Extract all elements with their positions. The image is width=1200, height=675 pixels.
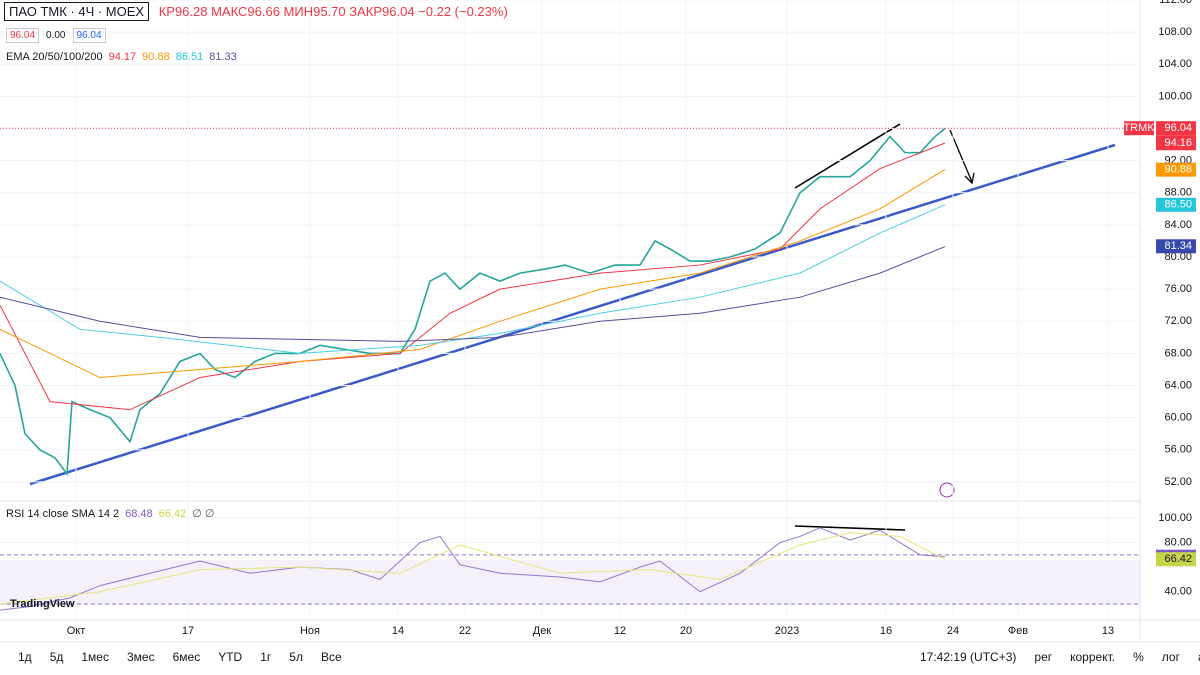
rsi-band-fill: [0, 560, 1140, 605]
ohlc: КР96.28 МАКС96.66 МИН95.70 ЗАКР96.04 −0.…: [158, 4, 508, 19]
y-tick-label: 104.00: [1158, 58, 1192, 70]
series-line: [0, 169, 946, 379]
x-tick-label: 12: [614, 625, 626, 637]
y-tick-label: 80.00: [1164, 251, 1192, 263]
ask: 96.04: [72, 28, 106, 43]
ema-legend: EMA 20/50/100/200 94.17 90.88 86.51 81.33: [6, 51, 237, 63]
x-tick-label: Фев: [1008, 625, 1028, 637]
arrow-head: [964, 172, 975, 185]
rsi-label: RSI 14 close SMA 14 2: [6, 508, 120, 520]
spread: 0.00: [46, 30, 66, 41]
price-label: 66.42: [1164, 553, 1192, 565]
price-label-bg: [1156, 552, 1196, 567]
range-button[interactable]: 5д: [49, 650, 64, 664]
x-tick-label: Окт: [67, 625, 86, 637]
y-tick-label: 112.00: [1159, 0, 1192, 6]
y-tick-label: 52.00: [1164, 476, 1192, 488]
x-tick-label: Ноя: [300, 625, 320, 637]
option-button[interactable]: лог: [1161, 650, 1180, 664]
drawing-line: [794, 123, 901, 189]
price-boxes: 96.04 0.00 96.04: [6, 28, 110, 43]
series-line: [0, 127, 946, 477]
option-button[interactable]: %: [1133, 650, 1144, 664]
header: ПАО ТМК · 4Ч · MOEX КР96.28 МАКС96.66 МИ…: [4, 2, 508, 21]
x-tick-label: 2023: [775, 625, 799, 637]
range-button[interactable]: 5л: [289, 650, 303, 664]
x-tick-label: 13: [1102, 625, 1114, 637]
y-tick-label: 100.00: [1158, 512, 1192, 524]
range-button[interactable]: 6мес: [172, 650, 201, 664]
ema-value: 94.17: [108, 51, 137, 63]
y-tick-label: 100.00: [1158, 90, 1192, 102]
range-button[interactable]: YTD: [218, 650, 243, 664]
series-line: [0, 532, 946, 605]
price-label-bg: [1156, 136, 1196, 151]
range-button[interactable]: 1г: [260, 650, 272, 664]
ema-value: 81.33: [209, 51, 237, 63]
price-label: 90.88: [1164, 164, 1192, 176]
y-tick-label: 108.00: [1158, 26, 1192, 38]
ema-label: EMA 20/50/100/200: [6, 51, 103, 63]
y-tick-label: 72.00: [1164, 315, 1192, 327]
x-tick-label: 22: [459, 625, 471, 637]
series-line: [0, 204, 946, 354]
x-tick-label: Дек: [533, 625, 552, 637]
y-tick-label: 40.00: [1164, 586, 1192, 598]
y-tick-label: 56.00: [1164, 444, 1192, 456]
y-tick-label: 64.00: [1164, 379, 1192, 391]
price-label-bg: [1156, 239, 1196, 254]
arrow: [949, 129, 973, 183]
range-button[interactable]: 3мес: [126, 650, 155, 664]
series-line: [0, 527, 946, 611]
y-tick-label: 88.00: [1164, 187, 1192, 199]
symbol-tag-bg: [1124, 121, 1154, 136]
symbol-tag: TRMK: [1123, 122, 1155, 134]
y-tick-label: 76.00: [1164, 283, 1192, 295]
y-tick-label: 68.00: [1164, 347, 1192, 359]
bid: 96.04: [6, 28, 40, 43]
range-button[interactable]: Все: [320, 650, 342, 664]
y-tick-label: 60.00: [1164, 412, 1192, 424]
rsi-value: 68.48: [125, 508, 153, 520]
trend-line: [29, 143, 1116, 486]
price-label: 96.04: [1164, 122, 1192, 134]
logo: TradingView: [10, 598, 75, 610]
x-tick-label: 24: [947, 625, 959, 637]
clock: 17:42:19 (UTC+3): [920, 650, 1017, 664]
price-label-bg: [1156, 162, 1196, 177]
price-label-bg: [1156, 197, 1196, 212]
series-line: [0, 142, 946, 411]
option-button[interactable]: рег: [1034, 650, 1053, 664]
x-tick-label: 16: [880, 625, 892, 637]
y-tick-label: 80.00: [1164, 536, 1192, 548]
price-label: 81.34: [1164, 240, 1192, 252]
alert-icon[interactable]: [939, 482, 955, 498]
symbol[interactable]: ПАО ТМК · 4Ч · MOEX: [4, 2, 150, 21]
x-tick-label: 20: [680, 625, 692, 637]
y-tick-label: 84.00: [1164, 219, 1192, 231]
rsi-value: ∅ ∅: [192, 508, 215, 520]
ema-value: 86.51: [175, 51, 204, 63]
price-label-bg: [1156, 121, 1196, 136]
series-line: [0, 246, 946, 342]
rsi-value: 66.42: [158, 508, 187, 520]
options-bar: 17:42:19 (UTC+3) рег коррект.% лог авто: [920, 650, 1200, 664]
range-bar: 1д 5д 1мес 3мес 6мес YTD 1г 5л Все: [12, 650, 354, 664]
range-button[interactable]: 1д: [18, 650, 32, 664]
x-tick-label: 14: [392, 625, 404, 637]
range-button[interactable]: 1мес: [81, 650, 109, 664]
price-label: 94.16: [1164, 137, 1192, 149]
x-tick-label: 17: [182, 625, 194, 637]
ema-value: 90.88: [142, 51, 170, 63]
drawing-line: [794, 525, 906, 531]
rsi-legend: RSI 14 close SMA 14 2 68.48 66.42 ∅ ∅: [6, 507, 214, 520]
option-button[interactable]: коррект.: [1070, 650, 1116, 664]
option-button[interactable]: авто: [1198, 650, 1200, 664]
price-label: 86.50: [1164, 199, 1192, 211]
